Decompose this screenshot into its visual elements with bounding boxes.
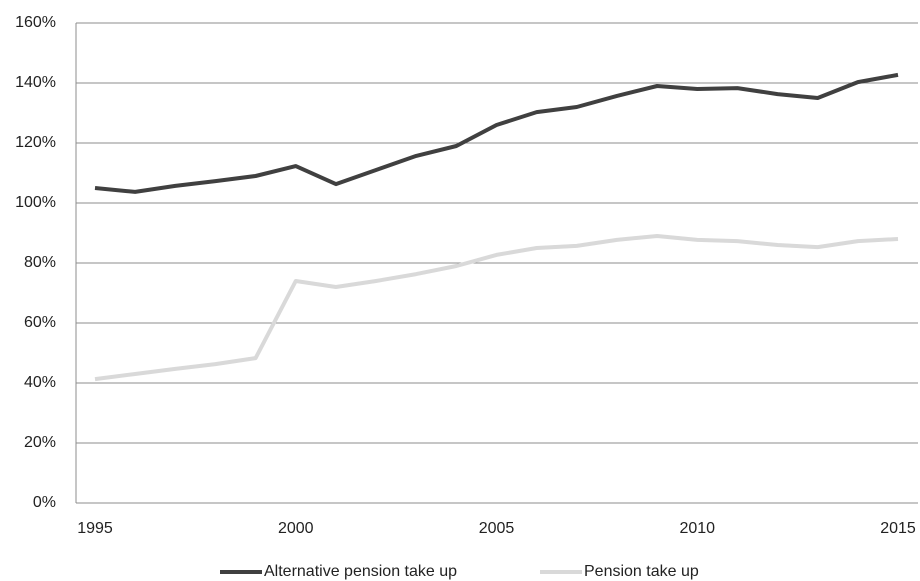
x-tick-label: 2015 xyxy=(880,520,916,537)
y-tick-label: 140% xyxy=(15,74,56,91)
x-tick-label: 2000 xyxy=(278,520,314,537)
x-tick-label: 2005 xyxy=(479,520,515,537)
x-tick-label: 2010 xyxy=(679,520,715,537)
y-tick-label: 20% xyxy=(24,434,56,451)
y-tick-label: 60% xyxy=(24,314,56,331)
y-tick-label: 80% xyxy=(24,254,56,271)
legend-label: Pension take up xyxy=(584,563,699,580)
y-tick-label: 100% xyxy=(15,194,56,211)
y-tick-label: 40% xyxy=(24,374,56,391)
y-tick-label: 160% xyxy=(15,14,56,31)
y-tick-label: 120% xyxy=(15,134,56,151)
x-tick-label: 1995 xyxy=(77,520,113,537)
y-tick-label: 0% xyxy=(33,494,56,511)
series-line xyxy=(94,234,899,382)
legend-label: Alternative pension take up xyxy=(264,563,457,580)
series-line xyxy=(94,72,899,194)
